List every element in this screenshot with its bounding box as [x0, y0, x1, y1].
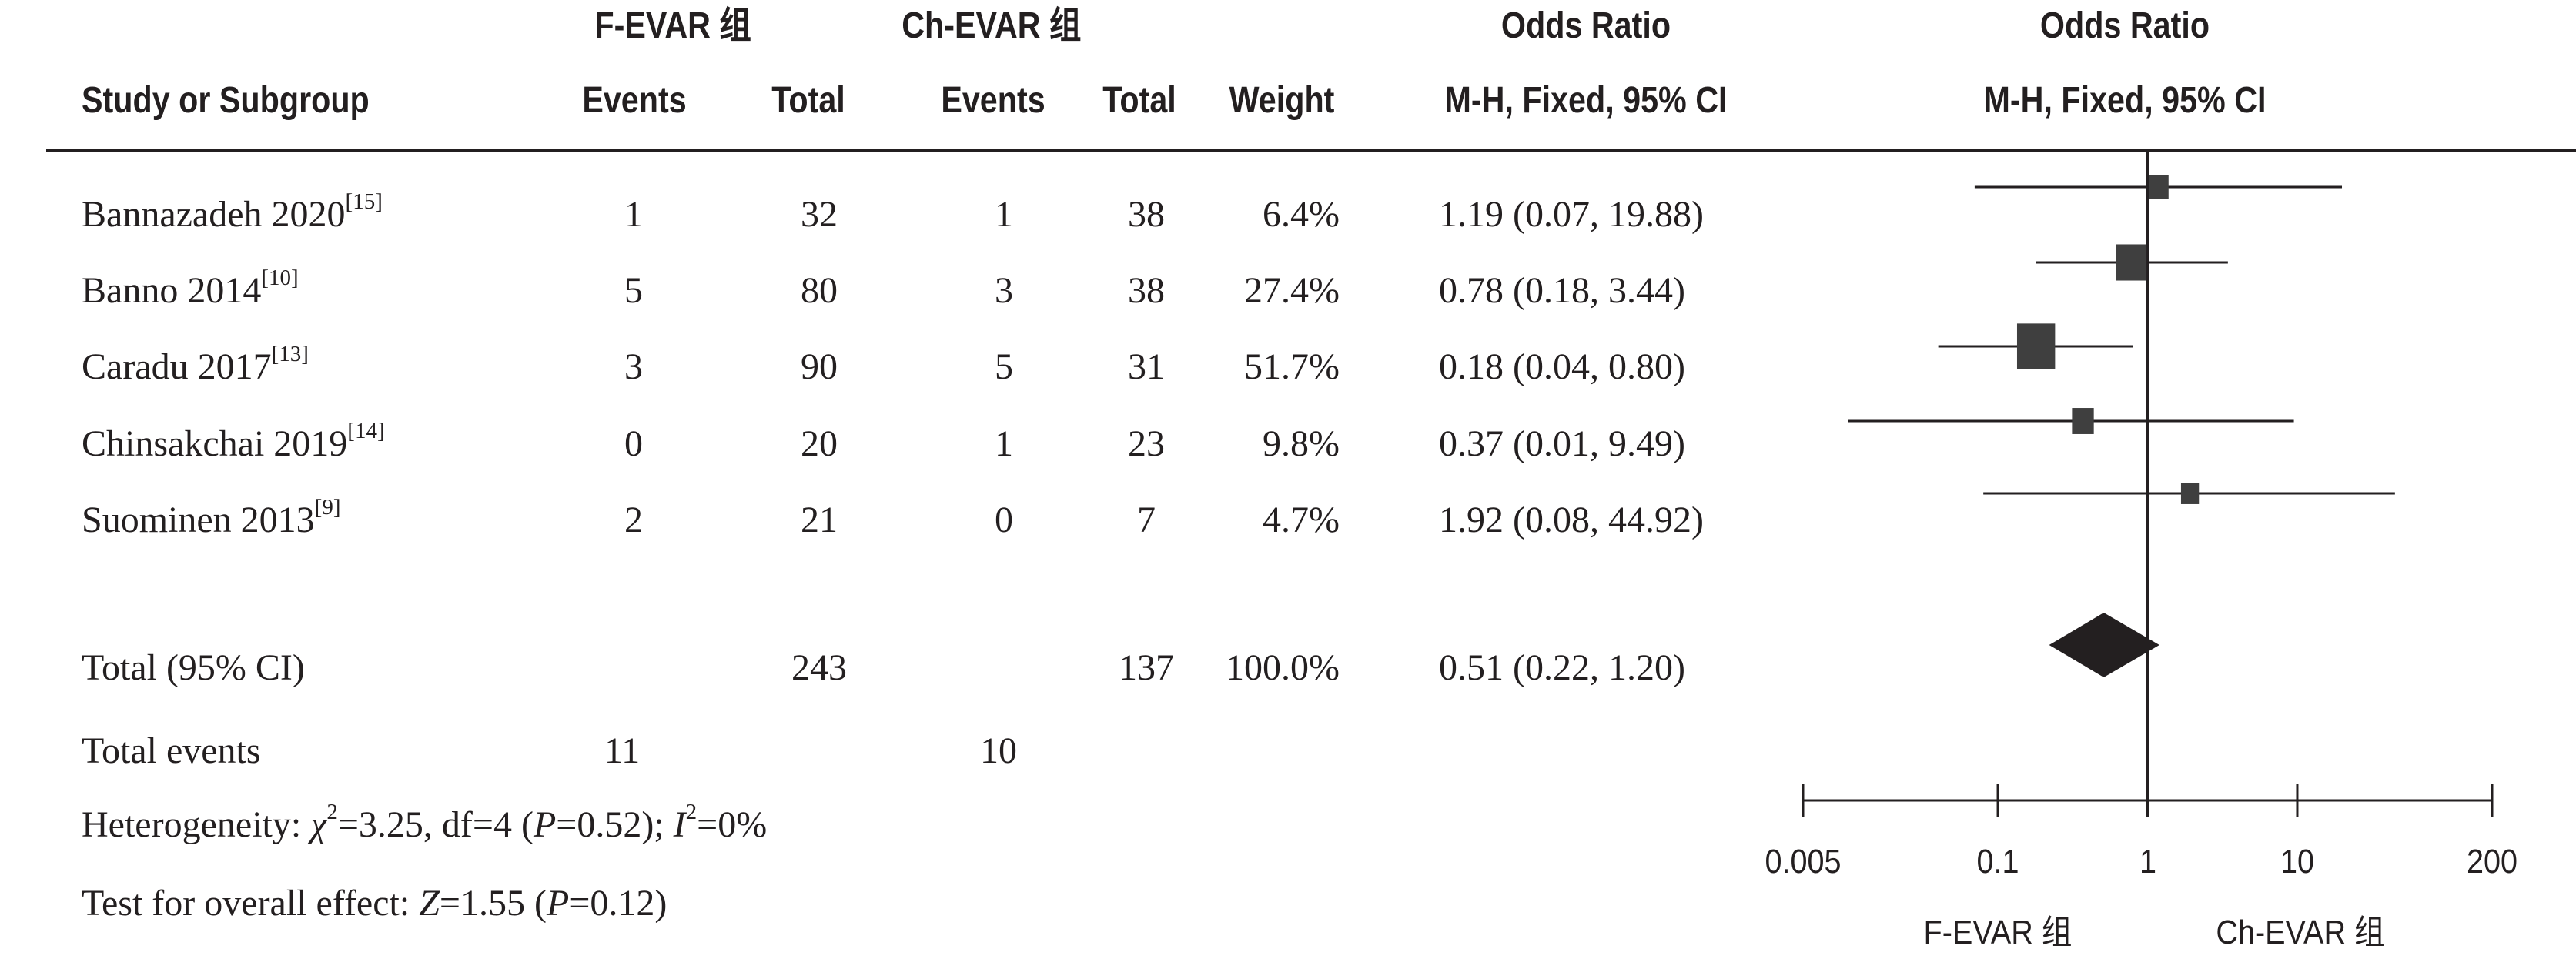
odds-ratio-ci-cell: 1.92 (0.08, 44.92) — [1439, 500, 1704, 540]
total-exp-cell: 80 — [801, 270, 838, 311]
weight-cell: 4.7% — [1263, 500, 1340, 540]
reference-superscript: [9] — [314, 495, 341, 520]
reference-superscript: [10] — [261, 266, 299, 290]
x-axis-tick-label: 200 — [2466, 843, 2518, 880]
odds-ratio-ci-cell: 0.51 (0.22, 1.20) — [1439, 647, 1685, 688]
group-header-control: Ch-EVAR 组 — [902, 5, 1082, 46]
group-header-experimental: F-EVAR 组 — [594, 5, 751, 46]
events-exp-cell: 0 — [624, 423, 643, 464]
events-exp-cell: 3 — [624, 346, 643, 387]
study-marker — [2149, 175, 2169, 199]
study-name: Caradu 2017[13] — [82, 342, 309, 387]
total-ctrl-cell: 7 — [1137, 500, 1156, 540]
weight-cell: 51.7% — [1244, 346, 1340, 387]
study-marker — [2116, 244, 2147, 281]
odds-ratio-ci-cell: 0.37 (0.01, 9.49) — [1439, 423, 1685, 464]
total-exp-cell: 90 — [801, 346, 838, 387]
x-axis-tick-label: 0.005 — [1765, 843, 1842, 880]
weight-header: Weight — [1229, 80, 1335, 121]
odds-ratio-ci-cell: 0.18 (0.04, 0.80) — [1439, 346, 1685, 387]
total-ctrl-cell: 38 — [1128, 270, 1165, 311]
reference-superscript: [15] — [345, 189, 383, 214]
x-axis-tick-label: 10 — [2280, 843, 2314, 880]
reference-superscript: [13] — [271, 342, 309, 366]
total-ctrl-header: Total — [1102, 80, 1176, 121]
study-name: Suominen 2013[9] — [82, 495, 341, 540]
heterogeneity-text: Heterogeneity: χ2=3.25, df=4 (P=0.52); I… — [82, 800, 768, 845]
favours-left-label: F-EVAR 组 — [1923, 914, 2073, 951]
total-ctrl-cell: 137 — [1119, 647, 1174, 688]
study-name: Chinsakchai 2019[14] — [82, 419, 385, 464]
total-exp-cell: 21 — [801, 500, 838, 540]
total-exp-cell: 243 — [791, 647, 847, 688]
effect-title-header: Odds Ratio — [1500, 5, 1671, 46]
events-ctrl-header: Events — [941, 80, 1045, 121]
weight-cell: 9.8% — [1263, 423, 1340, 464]
header-rule — [46, 149, 2576, 152]
total-ctrl-cell: 38 — [1128, 194, 1165, 235]
events-ctrl-cell: 0 — [995, 500, 1013, 540]
study-name: Bannazadeh 2020[15] — [82, 189, 383, 235]
events-exp-header: Events — [582, 80, 687, 121]
effect-method-header: M-H, Fixed, 95% CI — [1444, 80, 1728, 121]
study-name: Banno 2014[10] — [82, 266, 299, 311]
total-exp-header: Total — [771, 80, 845, 121]
x-axis-tick-label: 1 — [2139, 843, 2156, 880]
total-ctrl-cell: 23 — [1128, 423, 1165, 464]
events-ctrl-cell: 1 — [995, 194, 1013, 235]
x-axis-tick-label: 0.1 — [1976, 843, 2019, 880]
total-events-exp: 11 — [604, 730, 641, 771]
total-events-label: Total events — [82, 730, 261, 771]
weight-cell: 27.4% — [1244, 270, 1340, 311]
pooled-diamond — [2049, 613, 2159, 677]
weight-cell: 6.4% — [1263, 194, 1340, 235]
events-exp-cell: 5 — [624, 270, 643, 311]
total-events-ctrl: 10 — [980, 730, 1017, 771]
odds-ratio-ci-cell: 0.78 (0.18, 3.44) — [1439, 270, 1685, 311]
study-marker — [2072, 408, 2094, 434]
plot-method-header: M-H, Fixed, 95% CI — [1983, 80, 2267, 121]
study-column-header: Study or Subgroup — [82, 80, 370, 121]
weight-cell: 100.0% — [1226, 647, 1340, 688]
odds-ratio-ci-cell: 1.19 (0.07, 19.88) — [1439, 194, 1704, 235]
events-exp-cell: 2 — [624, 500, 643, 540]
total-exp-cell: 32 — [801, 194, 838, 235]
overall-effect-text: Test for overall effect: Z=1.55 (P=0.12) — [82, 883, 667, 924]
favours-right-label: Ch-EVAR 组 — [2216, 914, 2385, 951]
events-ctrl-cell: 3 — [995, 270, 1013, 311]
reference-superscript: [14] — [347, 419, 385, 443]
total-exp-cell: 20 — [801, 423, 838, 464]
events-exp-cell: 1 — [624, 194, 643, 235]
total-ctrl-cell: 31 — [1128, 346, 1165, 387]
study-marker — [2016, 323, 2056, 369]
plot-title-header: Odds Ratio — [2039, 5, 2210, 46]
study-marker — [2180, 483, 2200, 504]
events-ctrl-cell: 1 — [995, 423, 1013, 464]
events-ctrl-cell: 5 — [995, 346, 1013, 387]
total-label: Total (95% CI) — [82, 647, 305, 688]
